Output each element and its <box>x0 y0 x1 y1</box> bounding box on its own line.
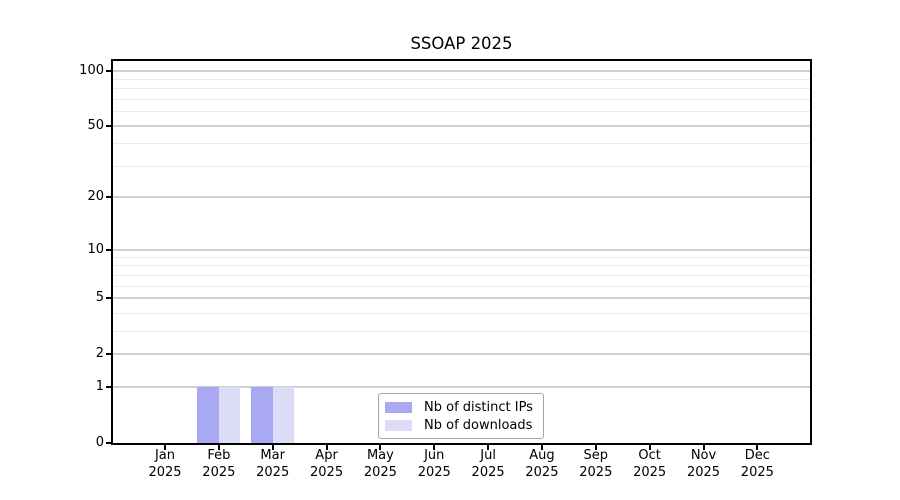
x-axis-label: May 2025 <box>363 448 397 480</box>
y-axis-tick <box>106 353 113 356</box>
major-gridline <box>113 69 810 72</box>
chart-title: SSOAP 2025 <box>410 34 513 53</box>
bar-distinct-ips <box>197 387 219 443</box>
minor-gridline <box>113 265 810 267</box>
minor-gridline <box>113 142 810 144</box>
x-axis-tick <box>271 443 274 450</box>
x-axis-tick <box>702 443 705 450</box>
legend-label-downloads: Nb of downloads <box>424 417 533 433</box>
x-axis-tick <box>217 443 220 450</box>
minor-gridline <box>113 312 810 314</box>
major-gridline <box>113 124 810 127</box>
y-axis-label: 100 <box>79 62 104 78</box>
legend-item-downloads: Nb of downloads <box>385 416 533 434</box>
x-axis-tick <box>164 443 166 450</box>
major-gridline <box>113 248 810 251</box>
y-axis-tick <box>106 442 113 444</box>
bar-downloads <box>272 387 295 443</box>
legend: Nb of distinct IPs Nb of downloads <box>378 393 544 439</box>
x-axis-label: Jun 2025 <box>417 448 451 480</box>
y-axis-tick <box>106 248 113 251</box>
x-axis-tick <box>648 443 651 450</box>
minor-gridline <box>113 78 810 80</box>
minor-gridline <box>113 256 810 258</box>
x-axis-label: Jul 2025 <box>471 448 505 480</box>
major-gridline <box>113 353 810 356</box>
minor-gridline <box>113 98 810 100</box>
y-axis-tick <box>106 196 113 199</box>
legend-swatch-distinct-ips <box>385 401 412 413</box>
x-axis-tick <box>540 443 543 450</box>
legend-swatch-downloads <box>385 419 412 431</box>
y-axis-tick <box>106 124 113 127</box>
y-axis-label: 2 <box>95 346 104 362</box>
minor-gridline <box>113 165 810 167</box>
x-axis-label: Apr 2025 <box>310 448 344 480</box>
x-axis-label: Feb 2025 <box>202 448 236 480</box>
x-axis-label: Dec 2025 <box>740 448 774 480</box>
y-axis-tick <box>106 297 113 300</box>
minor-gridline <box>113 285 810 287</box>
y-axis-label: 1 <box>95 379 104 395</box>
major-gridline <box>113 196 810 199</box>
y-axis-label: 5 <box>95 290 104 306</box>
x-axis-label: Jan 2025 <box>148 448 182 480</box>
x-axis-label: Sep 2025 <box>579 448 613 480</box>
legend-label-distinct-ips: Nb of distinct IPs <box>424 399 533 415</box>
x-axis-tick <box>433 443 436 450</box>
y-axis-label: 20 <box>87 189 104 205</box>
x-axis-label: Nov 2025 <box>686 448 721 480</box>
minor-gridline <box>113 88 810 90</box>
bar-downloads <box>218 387 241 443</box>
minor-gridline <box>113 330 810 332</box>
minor-gridline <box>113 274 810 276</box>
legend-item-distinct-ips: Nb of distinct IPs <box>385 398 533 416</box>
x-axis-tick <box>756 443 759 450</box>
y-axis-tick <box>106 386 113 389</box>
bar-distinct-ips <box>251 387 273 443</box>
x-axis-tick <box>325 443 328 450</box>
major-gridline <box>113 297 810 300</box>
x-axis-label: Mar 2025 <box>256 448 290 480</box>
minor-gridline <box>113 110 810 112</box>
x-axis-label: Oct 2025 <box>633 448 667 480</box>
y-axis-label: 10 <box>87 241 104 257</box>
x-axis-tick <box>487 443 490 450</box>
plot-area <box>106 59 812 450</box>
y-axis-label: 0 <box>95 435 104 450</box>
y-axis-label: 50 <box>87 117 104 133</box>
x-axis-tick <box>594 443 597 450</box>
y-axis-tick <box>106 69 113 72</box>
x-axis-label: Aug 2025 <box>525 448 559 480</box>
x-axis-tick <box>379 443 382 450</box>
major-gridline <box>113 386 810 389</box>
